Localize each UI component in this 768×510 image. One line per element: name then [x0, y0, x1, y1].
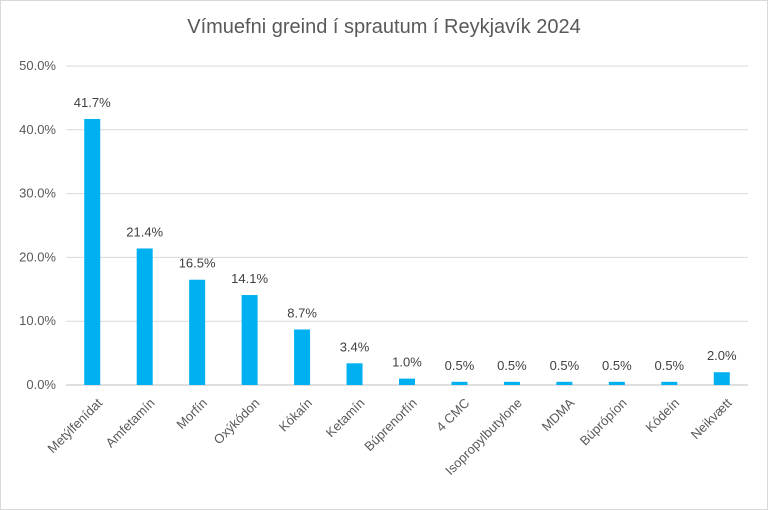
- bar: [399, 378, 415, 385]
- data-label: 0.5%: [602, 358, 632, 373]
- bar: [241, 295, 258, 385]
- bar: [713, 372, 730, 385]
- x-category-label: Kókaín: [276, 395, 315, 434]
- bar: [189, 279, 206, 385]
- data-label: 0.5%: [497, 358, 527, 373]
- bar: [136, 248, 153, 385]
- data-label: 8.7%: [287, 305, 317, 320]
- x-category-label: Búprópíon: [577, 395, 630, 448]
- x-category-label: 4 CMC: [433, 395, 472, 434]
- bar: [84, 118, 101, 385]
- data-label: 0.5%: [445, 358, 475, 373]
- x-category-label: Neikvætt: [688, 395, 735, 442]
- x-category-label: Amfetamín: [103, 395, 158, 450]
- y-tick-label: 0.0%: [26, 377, 56, 392]
- data-label: 3.4%: [340, 339, 370, 354]
- data-label: 1.0%: [392, 355, 422, 370]
- y-tick-label: 20.0%: [19, 249, 56, 264]
- bar: [294, 329, 311, 385]
- bar: [346, 363, 363, 385]
- bars: [84, 118, 730, 385]
- x-category-label: Ketamín: [323, 395, 368, 440]
- bar: [451, 381, 468, 385]
- data-label: 0.5%: [654, 358, 684, 373]
- x-category-label: Búprenorfín: [361, 395, 420, 454]
- data-labels: 41.7% 21.4% 16.5% 14.1% 8.7% 3.4% 1.0% 0.5% 0.5%…: [74, 95, 737, 373]
- data-label: 16.5%: [179, 256, 216, 271]
- y-axis-ticks: 0.0% 10.0% 20.0% 30.0% 40.0% 50.0%: [19, 58, 56, 392]
- bar: [503, 381, 520, 385]
- data-label: 21.4%: [126, 224, 163, 239]
- bar: [661, 381, 678, 385]
- chart-title: Vímuefni greind í sprautum í Reykjavík 2…: [187, 16, 581, 38]
- gridlines: [66, 65, 748, 386]
- bar: [556, 381, 573, 385]
- x-category-label: Morfín: [173, 395, 210, 432]
- y-tick-label: 50.0%: [19, 58, 56, 73]
- data-label: 2.0%: [707, 348, 737, 363]
- data-label: 41.7%: [74, 95, 111, 110]
- y-tick-label: 40.0%: [19, 122, 56, 137]
- x-category-label: Kódeín: [642, 395, 682, 435]
- x-category-label: MDMA: [539, 395, 578, 434]
- y-tick-label: 30.0%: [19, 186, 56, 201]
- data-label: 14.1%: [231, 271, 268, 286]
- x-category-label: Oxýkódon: [211, 395, 263, 447]
- y-tick-label: 10.0%: [19, 313, 56, 328]
- bar: [608, 381, 625, 385]
- data-label: 0.5%: [550, 358, 580, 373]
- x-category-label: Metýlfenídat: [44, 395, 105, 456]
